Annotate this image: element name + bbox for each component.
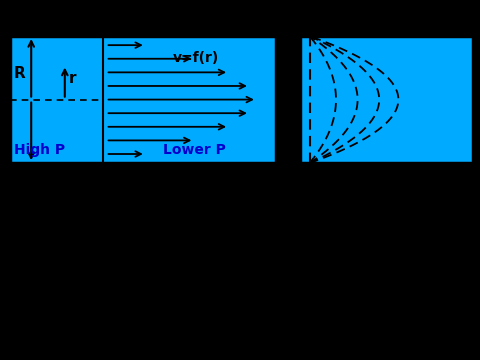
Text: v=f(r): v=f(r) xyxy=(173,51,219,65)
Text: ?: ? xyxy=(401,182,419,211)
Text: R$\mathbf{^4}$: R$\mathbf{^4}$ xyxy=(116,211,142,233)
Text: when  R: when R xyxy=(233,234,313,252)
Text: r: r xyxy=(69,71,76,86)
Text: High P: High P xyxy=(14,143,66,157)
Text: change in: change in xyxy=(230,183,333,201)
Text: $\mathbf{\mu}$L: $\mathbf{\mu}$L xyxy=(118,178,146,200)
Text: R: R xyxy=(13,66,25,81)
Bar xyxy=(10,36,276,163)
Text: Lower P: Lower P xyxy=(163,143,226,157)
Text: $\Delta$P $\propto$: $\Delta$P $\propto$ xyxy=(14,193,66,212)
Bar xyxy=(300,36,473,163)
Text: $\Delta$P =: $\Delta$P = xyxy=(329,183,378,201)
Text: 0.9R: 0.9R xyxy=(354,234,404,253)
Text: v $\propto$ (R$^2$ - r$^2$): v $\propto$ (R$^2$ - r$^2$) xyxy=(14,251,145,275)
